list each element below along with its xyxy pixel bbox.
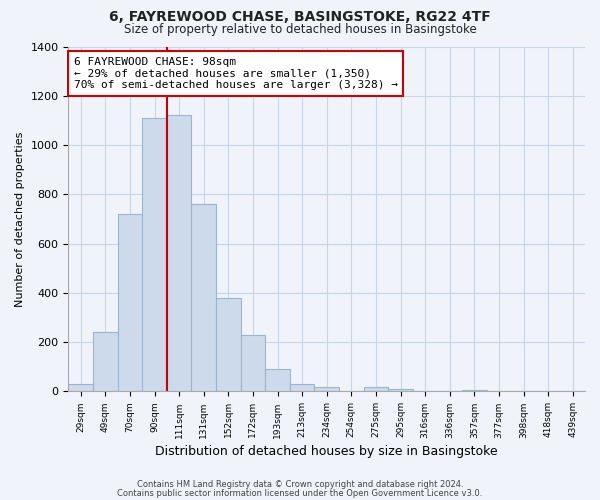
Y-axis label: Number of detached properties: Number of detached properties: [15, 132, 25, 306]
Bar: [290, 384, 314, 392]
Bar: [93, 332, 118, 392]
Bar: [314, 386, 339, 392]
Bar: [462, 390, 487, 392]
Bar: [118, 214, 142, 392]
Text: 6, FAYREWOOD CHASE, BASINGSTOKE, RG22 4TF: 6, FAYREWOOD CHASE, BASINGSTOKE, RG22 4T…: [109, 10, 491, 24]
Bar: [191, 204, 216, 392]
X-axis label: Distribution of detached houses by size in Basingstoke: Distribution of detached houses by size …: [155, 444, 498, 458]
Bar: [216, 298, 241, 392]
Text: Contains HM Land Registry data © Crown copyright and database right 2024.: Contains HM Land Registry data © Crown c…: [137, 480, 463, 489]
Bar: [364, 386, 388, 392]
Bar: [265, 370, 290, 392]
Bar: [68, 384, 93, 392]
Bar: [142, 118, 167, 392]
Bar: [167, 116, 191, 392]
Bar: [388, 389, 413, 392]
Text: Contains public sector information licensed under the Open Government Licence v3: Contains public sector information licen…: [118, 488, 482, 498]
Text: Size of property relative to detached houses in Basingstoke: Size of property relative to detached ho…: [124, 22, 476, 36]
Bar: [241, 335, 265, 392]
Text: 6 FAYREWOOD CHASE: 98sqm
← 29% of detached houses are smaller (1,350)
70% of sem: 6 FAYREWOOD CHASE: 98sqm ← 29% of detach…: [74, 57, 398, 90]
